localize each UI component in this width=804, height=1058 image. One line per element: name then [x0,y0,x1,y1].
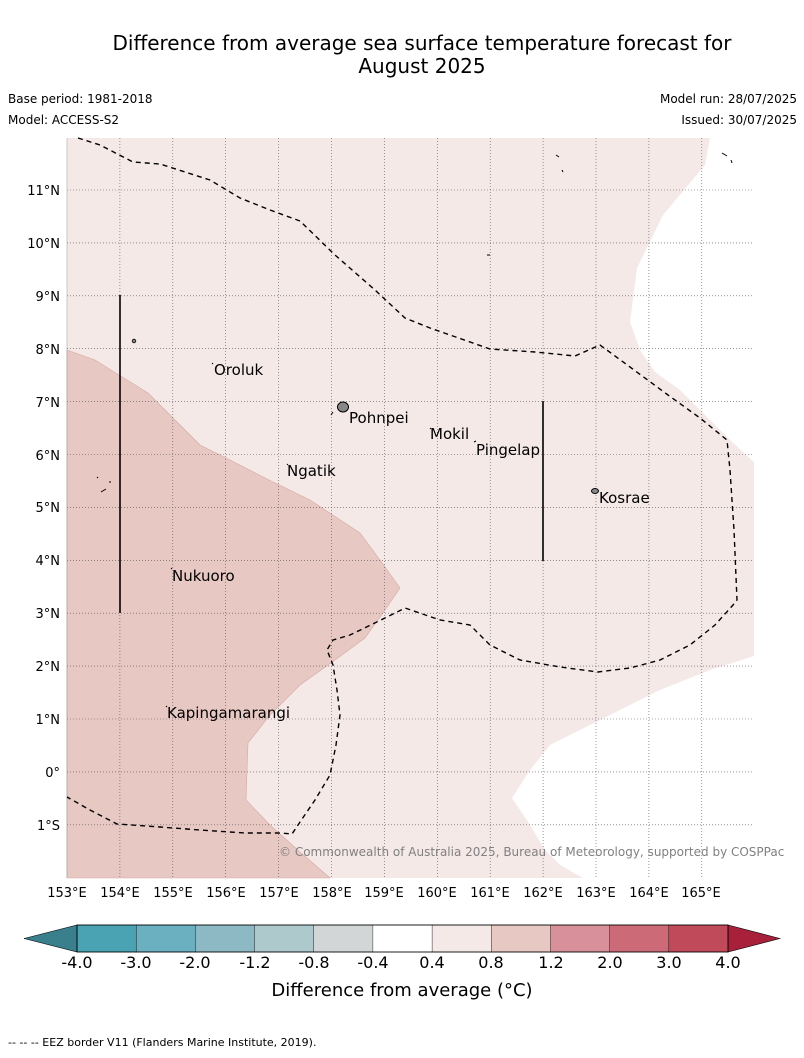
place-label-ngatik: Ngatik [287,462,336,480]
place-labels: Oroluk Pohnpei Mokil Pingelap Ngatik Kos… [167,361,650,722]
colorbar-tick-label: 2.0 [597,953,623,972]
colorbar-tick-label: -4.0 [61,953,93,972]
lat-label: 1°S [37,819,60,834]
colorbar-cell [431,924,492,953]
colorbar-tick-label: -2.0 [179,953,211,972]
colorbar-tick-label: 0.8 [478,953,504,972]
colorbar-tick-label: -0.8 [298,953,330,972]
lon-label: 159°E [364,886,404,900]
colorbar-cell [550,924,611,953]
islet-mark [721,152,733,164]
colorbar-cell [668,924,729,953]
lon-label: 160°E [417,886,457,900]
lon-label: 163°E [576,886,616,900]
colorbar-title: Difference from average (°C) [271,980,533,1001]
chart-title: Difference from average sea surface temp… [40,32,804,78]
lon-label: 157°E [259,886,299,900]
lat-label: 2°N [36,660,61,675]
colorbar-cell [372,924,433,953]
colorbar-cell [135,924,196,953]
lon-label: 162°E [523,886,563,900]
lon-label: 165°E [681,886,721,900]
colorbar-tick-label: -0.4 [357,953,389,972]
graticule [67,138,754,878]
title-line-2: August 2025 [358,54,486,78]
islands [96,152,733,708]
colorbar-tick-label: 0.4 [419,953,445,972]
colorbar-cell [195,924,256,953]
base-period: Base period: 1981-2018 [8,92,153,106]
lat-labels: 11°N 10°N 9°N 8°N 7°N 6°N 5°N 4°N 3°N 2°… [27,184,60,834]
colorbar-tick-label: -3.0 [120,953,152,972]
islet-mark [330,411,334,416]
eez-footnote: -- -- -- EEZ border V11 (Flanders Marine… [8,1036,317,1049]
colorbar-cell [313,924,374,953]
lat-label: 0° [45,766,60,781]
place-label-kosrae: Kosrae [599,489,650,507]
lon-label: 153°E [47,886,87,900]
lon-label: 156°E [206,886,246,900]
lon-label: 158°E [312,886,352,900]
colorbar-cell [491,924,551,953]
model-name: Model: ACCESS-S2 [8,113,120,127]
colorbar-cells [76,924,729,953]
eez-borders [66,137,738,835]
lat-label: 6°N [36,449,61,464]
lat-label: 9°N [36,290,61,305]
place-label-mokil: Mokil [430,425,469,443]
colorbar-extend-high [727,924,782,953]
place-label-pohnpei: Pohnpei [349,409,409,427]
lon-label: 164°E [629,886,669,900]
islet-mark [96,476,111,493]
lat-label: 10°N [27,237,60,252]
anomaly-fill-white-north [630,138,754,462]
lon-label: 155°E [153,886,193,900]
anomaly-map: Oroluk Pohnpei Mokil Pingelap Ngatik Kos… [27,137,754,900]
lat-label: 8°N [36,343,61,358]
lat-label: 3°N [36,607,61,622]
title-line-1: Difference from average sea surface temp… [112,31,732,55]
colorbar-tick-label: 4.0 [715,953,741,972]
place-label-kapingamarangi: Kapingamarangi [167,704,290,722]
place-label-pingelap: Pingelap [476,441,540,459]
colorbar-tick-label: 3.0 [656,953,682,972]
place-label-nukuoro: Nukuoro [172,567,235,585]
islet-mark [165,362,477,708]
lat-label: 5°N [36,501,61,516]
eez-border-line [66,137,738,835]
lat-label: 7°N [36,396,61,411]
islet-mark [555,154,564,173]
lat-label: 1°N [36,713,61,728]
lon-label: 154°E [100,886,140,900]
colorbar-frame [76,924,729,953]
colorbar-cell [76,924,137,953]
lon-label: 161°E [470,886,510,900]
colorbar-tick-label: 1.2 [538,953,564,972]
issued-date: Issued: 30/07/2025 [681,113,797,127]
islet-mark [131,338,137,344]
pohnpei-island [337,401,349,413]
lon-labels: 153°E 154°E 155°E 156°E 157°E 158°E 159°… [47,886,721,900]
colorbar-extend-low [23,924,78,953]
anomaly-fill-white-south [512,656,754,878]
colorbar-tick-label: -1.2 [239,953,271,972]
place-label-oroluk: Oroluk [214,361,263,379]
lat-label: 4°N [36,554,61,569]
colorbar-cell [609,924,670,953]
lat-label: 11°N [27,184,60,199]
colorbar-cell [254,924,315,953]
model-run-date: Model run: 28/07/2025 [659,92,797,106]
anomaly-fill-medium [66,349,401,879]
kosrae-island [591,488,599,494]
copyright-notice: © Commonwealth of Australia 2025, Bureau… [279,845,785,859]
colorbar [23,924,782,953]
